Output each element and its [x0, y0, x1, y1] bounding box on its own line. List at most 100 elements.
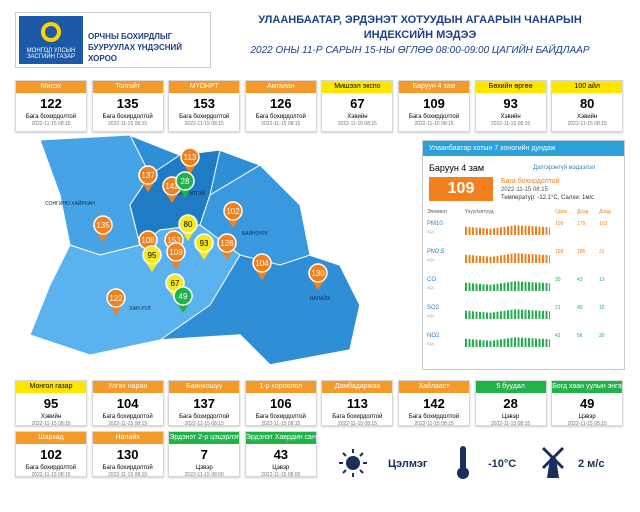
station-value: 95 — [43, 396, 59, 411]
element-unit: AQI — [427, 341, 434, 346]
element: PM10 — [427, 221, 443, 227]
station-value: 130 — [116, 447, 139, 462]
station-card: Бөхийн өргөө 93 Хэвийн 2022-11-15 08:15 — [474, 80, 547, 132]
station-date: 2022-11-15 08:15 — [31, 472, 71, 477]
station-name: Амгалан — [245, 81, 316, 93]
element-value: 186 — [577, 249, 586, 255]
marker — [178, 214, 198, 234]
station-card: Толгойт 135 Бага бохирдолтой 2022-11-15 08:… — [91, 80, 164, 132]
sparkline — [465, 225, 550, 235]
marker — [142, 245, 162, 265]
station-value: 7 — [200, 447, 208, 462]
district-label: БАЯНЗҮРХ — [242, 231, 269, 237]
station-value: 137 — [193, 396, 216, 411]
station-value: 104 — [116, 396, 139, 411]
weather-condition: Цэлмэг — [388, 458, 428, 470]
station-value: 102 — [40, 447, 62, 462]
station-status: Хэвийн — [40, 414, 62, 420]
station-date: 2022-11-15 08:00 — [261, 472, 301, 477]
marker-value: 135 — [96, 221, 110, 230]
marker — [252, 253, 272, 273]
marker-value: 122 — [109, 294, 123, 303]
map: СОНГИНО ХАЙРХАН ЧИНГЭЛТЭЙ БАЯНЗҮРХ НАЛАЙХ ХА… — [29, 135, 361, 366]
marker-value: 113 — [184, 153, 197, 162]
station-name: Бөхийн өргөө — [475, 81, 546, 93]
marker-value: 108 — [141, 236, 155, 245]
station-card: МҮОНРТ 153 Бага бохирдолтой 2022-11-15 08:1… — [168, 80, 241, 132]
element-value: 43 — [577, 277, 583, 283]
element-value: 30 — [599, 333, 605, 339]
panel-title[interactable]: Улаанбаатар хотын 7 хоногийн дундаж — [423, 141, 624, 156]
marker-value: 137 — [141, 171, 155, 180]
station-card: Налайх 130 Бага бохирдолтой 2022-11-15 08:1… — [91, 431, 164, 477]
station-status: Бага бохирдолтой — [102, 114, 153, 120]
station-status: Бага бохирдолтой — [255, 114, 306, 120]
station-card: 5 буудал 28 Цэвэр 2022-11-15 08:15 — [474, 380, 547, 426]
station-name: Толгойт — [92, 81, 163, 93]
station-value: 67 — [350, 96, 365, 111]
station-status: Цэвэр — [195, 465, 213, 471]
panel-value: 109 — [429, 177, 493, 201]
station-status: Цэвэр — [578, 414, 596, 420]
element-unit: AQI — [427, 257, 434, 262]
station-name: Баруун 4 зам — [399, 81, 469, 93]
station-date: 2022-11-15 08:00 — [184, 472, 224, 477]
marker — [138, 165, 158, 185]
station-card: Монгол газар 95 Хэвийн 2022-11-15 08:15 — [15, 380, 87, 426]
org-line2: ОРЧНЫ БОХИРДЛЫГ БУУРУУЛАХ ҮНДЭСНИЙ ХОРОО — [88, 32, 183, 63]
panel-weather: Температур: -12.1°C, Салхи: 1м/с — [501, 195, 595, 201]
station-name: Улгах наран — [92, 381, 163, 393]
panel-link[interactable]: Дэлгэрэнгүй мэдээлэл — [533, 165, 596, 171]
panel: Улаанбаатар хотын 7 хоногийн дундаж Бару… — [422, 140, 625, 370]
marker-value: 67 — [171, 279, 180, 288]
marker — [223, 201, 243, 221]
station-card: 1-р хороолол 106 Бага бохирдолтой 2022-11-1… — [244, 380, 317, 426]
element-value: 40 — [577, 305, 583, 311]
element-unit: AQI — [427, 285, 434, 290]
station-status: Бага бохирдолтой — [332, 414, 383, 420]
element-value: 109 — [555, 221, 564, 227]
panel-status: Бага бохирдолтой — [501, 178, 560, 185]
map-district — [39, 135, 151, 256]
station-card: Мишээл экспо 67 Хэвийн 2022-11-15 08:15 — [321, 80, 394, 132]
station-card: Улгах наран 104 Бага бохирдолтой 2022-11-15… — [91, 380, 164, 426]
marker — [180, 147, 200, 167]
element: SO2 — [427, 305, 440, 311]
station-card: Мисэх 122 Бага бохирдолтой 2022-11-15 08:15 — [15, 80, 87, 132]
marker — [173, 286, 193, 306]
station-value: 113 — [346, 396, 368, 411]
element-value: 168 — [555, 249, 564, 255]
weather-temperature: -10°C — [488, 458, 517, 470]
marker — [166, 242, 186, 262]
station-name: Хайлааст — [399, 381, 469, 393]
station-name: Эрдэнэт Хаврдин сан — [245, 432, 316, 444]
district-label: НАЛАЙХ — [310, 294, 331, 302]
station-value: 142 — [423, 396, 445, 411]
station-value: 153 — [193, 96, 216, 111]
element-unit: AQI — [427, 313, 434, 318]
panel-table: Элемент Үзүүлэлтүүд Одоо Дээд Доод PM10 AQI 109… — [427, 209, 622, 369]
logo-box: МОНГОЛ УЛСЫН ЗАСГИЙН ГАЗАР ОРЧНЫ БОХИРДЛ… — [15, 12, 211, 68]
station-date: 2022-11-15 08:15 — [414, 421, 454, 426]
station-value: 49 — [579, 396, 595, 411]
station-card: Шархад 102 Бага бохирдолтой 2022-11-15 08:1… — [15, 431, 87, 477]
marker — [175, 171, 195, 191]
station-name: 5 буудал — [475, 381, 546, 393]
station-value: 43 — [273, 447, 289, 462]
station-name: Богд хаан уулын энгэр — [552, 381, 623, 393]
station-date: 2022-11-15 08:15 — [108, 421, 148, 426]
marker-value: 93 — [200, 239, 209, 248]
element-value: 31 — [599, 249, 605, 255]
station-name: МҮОНРТ — [169, 81, 240, 93]
station-value: 93 — [503, 96, 518, 111]
station-value: 28 — [503, 396, 518, 411]
element-value: 103 — [599, 221, 608, 227]
station-name: Налайх — [92, 432, 163, 444]
station-card: Баянхошуу 137 Бага бохирдолтой 2022-11-15 0… — [168, 380, 241, 426]
station-status: Бага бохирдолтой — [102, 465, 153, 471]
station-value: 80 — [579, 96, 595, 111]
element-value: 42 — [555, 333, 561, 339]
element-value: 16 — [599, 305, 605, 311]
org-line1: МОНГОЛ УЛСЫН ЗАСГИЙН ГАЗАР — [26, 48, 76, 60]
marker-value: 153 — [167, 236, 181, 245]
